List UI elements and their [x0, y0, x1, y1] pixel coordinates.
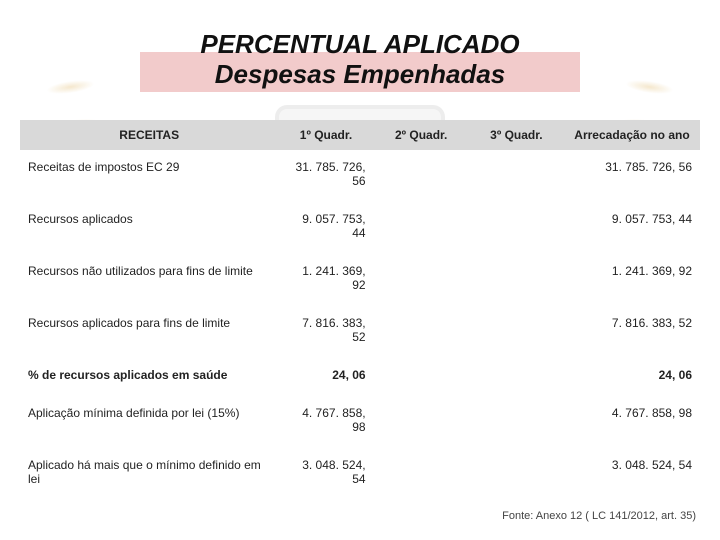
col-q3: 3º Quadr.	[469, 120, 564, 150]
table-row: Aplicado há mais que o mínimo definido e…	[20, 448, 700, 500]
cell-label: Aplicação mínima definida por lei (15%)	[20, 396, 278, 448]
cell-q3	[469, 202, 564, 254]
cell-q2	[374, 396, 469, 448]
cell-label: Aplicado há mais que o mínimo definido e…	[20, 448, 278, 500]
cell-label: Receitas de impostos EC 29	[20, 150, 278, 202]
table-row: Receitas de impostos EC 29 31. 785. 726,…	[20, 150, 700, 202]
table-body: Receitas de impostos EC 29 31. 785. 726,…	[20, 150, 700, 500]
title-line-1: PERCENTUAL APLICADO	[200, 29, 519, 59]
cell-ano: 1. 241. 369, 92	[564, 254, 700, 306]
cell-q1: 7. 816. 383, 52	[278, 306, 373, 358]
cell-ano: 3. 048. 524, 54	[564, 448, 700, 500]
footnote: Fonte: Anexo 12 ( LC 141/2012, art. 35)	[498, 508, 700, 524]
title-line-2: Despesas Empenhadas	[215, 59, 505, 89]
cell-q2	[374, 202, 469, 254]
cell-q3	[469, 448, 564, 500]
col-q2: 2º Quadr.	[374, 120, 469, 150]
cell-q1: 4. 767. 858, 98	[278, 396, 373, 448]
cell-q1: 3. 048. 524, 54	[278, 448, 373, 500]
col-q1: 1º Quadr.	[278, 120, 373, 150]
table-row: % de recursos aplicados em saúde 24, 06 …	[20, 358, 700, 396]
cell-ano: 24, 06	[564, 358, 700, 396]
table-row: Recursos aplicados para fins de limite 7…	[20, 306, 700, 358]
cell-q2	[374, 306, 469, 358]
table-row: Recursos aplicados 9. 057. 753, 44 9. 05…	[20, 202, 700, 254]
cell-q3	[469, 150, 564, 202]
cell-label: % de recursos aplicados em saúde	[20, 358, 278, 396]
col-ano: Arrecadação no ano	[564, 120, 700, 150]
cell-q3	[469, 358, 564, 396]
cell-q1: 31. 785. 726, 56	[278, 150, 373, 202]
page-title: PERCENTUAL APLICADO Despesas Empenhadas	[20, 30, 700, 90]
applied-percentage-table: RECEITAS 1º Quadr. 2º Quadr. 3º Quadr. A…	[20, 120, 700, 500]
cell-ano: 9. 057. 753, 44	[564, 202, 700, 254]
cell-label: Recursos aplicados	[20, 202, 278, 254]
cell-label: Recursos não utilizados para fins de lim…	[20, 254, 278, 306]
cell-q2	[374, 150, 469, 202]
table-row: Aplicação mínima definida por lei (15%) …	[20, 396, 700, 448]
cell-q2	[374, 448, 469, 500]
table-header-row: RECEITAS 1º Quadr. 2º Quadr. 3º Quadr. A…	[20, 120, 700, 150]
cell-label: Recursos aplicados para fins de limite	[20, 306, 278, 358]
cell-q2	[374, 358, 469, 396]
cell-ano: 31. 785. 726, 56	[564, 150, 700, 202]
cell-q1: 9. 057. 753, 44	[278, 202, 373, 254]
cell-q2	[374, 254, 469, 306]
table-row: Recursos não utilizados para fins de lim…	[20, 254, 700, 306]
cell-q3	[469, 306, 564, 358]
cell-ano: 7. 816. 383, 52	[564, 306, 700, 358]
cell-q3	[469, 254, 564, 306]
cell-q3	[469, 396, 564, 448]
cell-q1: 24, 06	[278, 358, 373, 396]
cell-ano: 4. 767. 858, 98	[564, 396, 700, 448]
col-receitas: RECEITAS	[20, 120, 278, 150]
cell-q1: 1. 241. 369, 92	[278, 254, 373, 306]
